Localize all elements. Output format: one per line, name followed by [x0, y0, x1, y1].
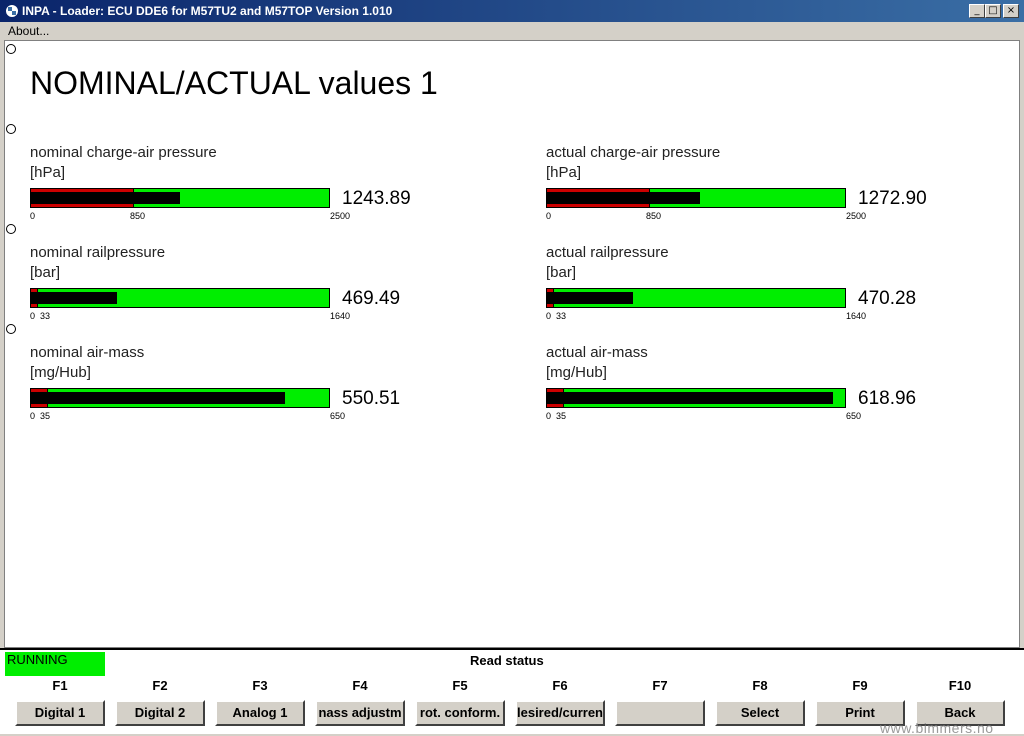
row-selector-radio[interactable] [6, 124, 16, 134]
tick-max: 1640 [330, 311, 351, 321]
gauge-unit: [mg/Hub] [546, 364, 607, 381]
status-bar: RUNNING Read status F1 F2 F3 F4 F5 F6 F7… [0, 648, 1024, 734]
gauge-label: actual air-mass [546, 344, 648, 361]
read-status-label: Read status [470, 653, 544, 668]
gauge-label: nominal railpressure [30, 244, 166, 261]
maximize-button[interactable]: □ [985, 4, 1001, 18]
main-panel: NOMINAL/ACTUAL values 1 nominal charge-a… [4, 40, 1020, 648]
threshold-marker [37, 289, 38, 307]
bmw-logo-icon [4, 3, 20, 19]
fkey-label-f9: F9 [852, 678, 868, 693]
tick-max: 1640 [846, 311, 867, 321]
running-indicator: RUNNING [5, 652, 105, 676]
close-button[interactable]: × [1003, 4, 1019, 18]
tick-min: 0 [30, 211, 36, 221]
tick-threshold: 33 [556, 311, 567, 321]
page-title: NOMINAL/ACTUAL values 1 [30, 65, 438, 101]
fkey-label-f3: F3 [252, 678, 268, 693]
rot-conform-button[interactable]: rot. conform. [415, 700, 505, 726]
tick-threshold: 33 [40, 311, 51, 321]
threshold-marker [133, 189, 134, 207]
gauge-unit: [mg/Hub] [30, 364, 91, 381]
gauge-value: 618.96 [858, 388, 917, 409]
gauge-value: 470.28 [858, 288, 917, 309]
tick-min: 0 [30, 311, 36, 321]
threshold-marker [563, 389, 564, 407]
fkey-label-f1: F1 [52, 678, 68, 693]
tick-threshold: 35 [556, 411, 567, 421]
gauge-label: actual railpressure [546, 244, 669, 261]
fkey-label-f7: F7 [652, 678, 668, 693]
print-button[interactable]: Print [815, 700, 905, 726]
menu-about[interactable]: About... [8, 24, 50, 38]
gauge-label: nominal charge-air pressure [30, 144, 217, 161]
gauge-unit: [bar] [546, 264, 577, 281]
window-title: INPA - Loader: ECU DDE6 for M57TU2 and M… [22, 4, 393, 18]
tick-min: 0 [546, 211, 552, 221]
back-button[interactable]: Back [915, 700, 1005, 726]
gauge-value: 1243.89 [342, 188, 411, 209]
analog-1-button[interactable]: Analog 1 [215, 700, 305, 726]
watermark: www.bimmers.no [880, 720, 994, 736]
tick-max: 650 [846, 411, 862, 421]
threshold-marker [649, 189, 650, 207]
tick-threshold: 35 [40, 411, 51, 421]
gauge-value: 1272.90 [858, 188, 927, 209]
fkey-label-f6: F6 [552, 678, 568, 693]
select-button[interactable]: Select [715, 700, 805, 726]
fkey-label-f2: F2 [152, 678, 168, 693]
tick-min: 0 [546, 311, 552, 321]
f7-empty-button[interactable] [615, 700, 705, 726]
menu-bar: About... [0, 22, 1024, 40]
desired-current-button[interactable]: lesired/curren [515, 700, 605, 726]
gauge-unit: [bar] [30, 264, 61, 281]
digital-2-button[interactable]: Digital 2 [115, 700, 205, 726]
fkey-label-f4: F4 [352, 678, 368, 693]
gauge-bar [546, 188, 846, 208]
row-selector-radio[interactable] [6, 224, 16, 234]
tick-max: 2500 [330, 211, 351, 221]
gauge-bar [30, 188, 330, 208]
gauge-label: actual charge-air pressure [546, 144, 721, 161]
fkey-label-f8: F8 [752, 678, 768, 693]
fkey-label-f10: F10 [948, 678, 972, 693]
tick-threshold: 850 [130, 211, 146, 221]
minimize-button[interactable]: _ [969, 4, 985, 18]
value-fill [31, 292, 117, 304]
gauge-unit: [hPa] [30, 164, 66, 181]
row-selector-radio[interactable] [6, 44, 16, 54]
tick-max: 650 [330, 411, 346, 421]
tick-min: 0 [546, 411, 552, 421]
gauge-bar [546, 288, 846, 308]
value-fill [31, 392, 285, 404]
value-fill [547, 292, 633, 304]
mass-adjustment-button[interactable]: nass adjustm [315, 700, 405, 726]
value-fill [31, 192, 180, 204]
gauge-label: nominal air-mass [30, 344, 145, 361]
gauge-value: 550.51 [342, 388, 401, 409]
value-fill [547, 192, 700, 204]
value-fill [547, 392, 833, 404]
fkey-label-f5: F5 [452, 678, 468, 693]
gauge-unit: [hPa] [546, 164, 582, 181]
gauge-bar [546, 388, 846, 408]
tick-max: 2500 [846, 211, 867, 221]
gauge-bar [30, 288, 330, 308]
threshold-marker [553, 289, 554, 307]
row-selector-radio[interactable] [6, 324, 16, 334]
tick-threshold: 850 [646, 211, 662, 221]
gauge-bar [30, 388, 330, 408]
title-bar: INPA - Loader: ECU DDE6 for M57TU2 and M… [0, 0, 1024, 22]
digital-1-button[interactable]: Digital 1 [15, 700, 105, 726]
threshold-marker [47, 389, 48, 407]
tick-min: 0 [30, 411, 36, 421]
gauge-value: 469.49 [342, 288, 401, 309]
